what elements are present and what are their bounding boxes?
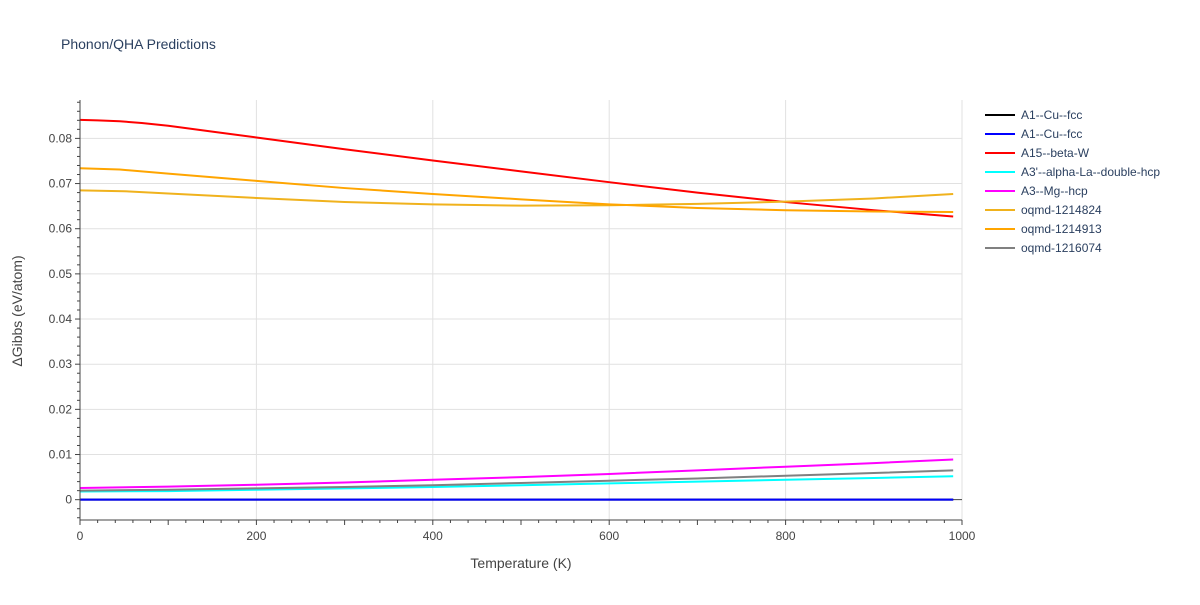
legend-swatch bbox=[985, 132, 1015, 135]
legend-item[interactable]: A1--Cu--fcc bbox=[985, 105, 1195, 124]
legend-label: A1--Cu--fcc bbox=[1021, 126, 1083, 141]
legend-swatch bbox=[985, 227, 1015, 230]
legend-label: A3--Mg--hcp bbox=[1021, 183, 1088, 198]
legend-item[interactable]: oqmd-1214913 bbox=[985, 219, 1195, 238]
series-line-a3-mg-hcp-4[interactable] bbox=[79, 458, 954, 489]
legend-swatch bbox=[985, 208, 1015, 211]
legend-swatch bbox=[985, 113, 1015, 116]
legend-label: oqmd-1214913 bbox=[1021, 221, 1102, 236]
grid-layer bbox=[80, 100, 963, 520]
x-tick-label: 1000 bbox=[949, 529, 976, 543]
chart-title: Phonon/QHA Predictions bbox=[61, 36, 216, 52]
y-tick-label: 0 bbox=[65, 493, 72, 507]
x-tick-label: 400 bbox=[423, 529, 443, 543]
legend-label: oqmd-1216074 bbox=[1021, 240, 1102, 255]
x-axis-title: Temperature (K) bbox=[470, 555, 571, 571]
series-line-oqmd-1214824-5[interactable] bbox=[79, 189, 954, 207]
legend-item[interactable]: A3--Mg--hcp bbox=[985, 181, 1195, 200]
legend-swatch bbox=[985, 170, 1015, 173]
y-tick-label: 0.01 bbox=[49, 448, 73, 462]
y-tick-label: 0.06 bbox=[49, 222, 73, 236]
legend-swatch bbox=[985, 151, 1015, 154]
x-tick-label: 600 bbox=[599, 529, 619, 543]
legend-item[interactable]: A15--beta-W bbox=[985, 143, 1195, 162]
legend-swatch bbox=[985, 246, 1015, 249]
legend-label: A15--beta-W bbox=[1021, 145, 1090, 160]
y-tick-label: 0.03 bbox=[49, 357, 73, 371]
legend-label: A1--Cu--fcc bbox=[1021, 107, 1083, 122]
legend-label: A3'--alpha-La--double-hcp bbox=[1021, 164, 1161, 179]
y-tick-label: 0.05 bbox=[49, 267, 73, 281]
y-axis-title: ΔGibbs (eV/atom) bbox=[9, 255, 25, 366]
axis-layer: 0 200 400 600 800 1000 0 0.01 0.02 0.03 0.04 0.05 0.… bbox=[9, 100, 976, 571]
series-line-a3-alpha-la-double-hcp-3[interactable] bbox=[79, 475, 954, 493]
x-tick-label: 0 bbox=[77, 529, 84, 543]
y-tick-label: 0.04 bbox=[49, 312, 73, 326]
legend-item[interactable]: oqmd-1216074 bbox=[985, 238, 1195, 257]
legend-label: oqmd-1214824 bbox=[1021, 202, 1102, 217]
series-line-oqmd-1216074-7[interactable] bbox=[79, 469, 954, 492]
y-tick-label: 0.02 bbox=[49, 402, 73, 416]
legend-item[interactable]: A3'--alpha-La--double-hcp bbox=[985, 162, 1195, 181]
x-tick-label: 200 bbox=[246, 529, 266, 543]
y-tick-label: 0.08 bbox=[49, 131, 73, 145]
legend-item[interactable]: oqmd-1214824 bbox=[985, 200, 1195, 219]
legend: A1--Cu--fcc A1--Cu--fcc A15--beta-W A3'--al… bbox=[985, 105, 1195, 257]
y-tick-label: 0.07 bbox=[49, 177, 73, 191]
legend-item[interactable]: A1--Cu--fcc bbox=[985, 124, 1195, 143]
x-tick-label: 800 bbox=[776, 529, 796, 543]
legend-swatch bbox=[985, 189, 1015, 192]
series-layer bbox=[79, 118, 954, 501]
series-line-a15-beta-w-2[interactable] bbox=[79, 118, 954, 218]
series-line-oqmd-1214913-6[interactable] bbox=[79, 167, 954, 213]
